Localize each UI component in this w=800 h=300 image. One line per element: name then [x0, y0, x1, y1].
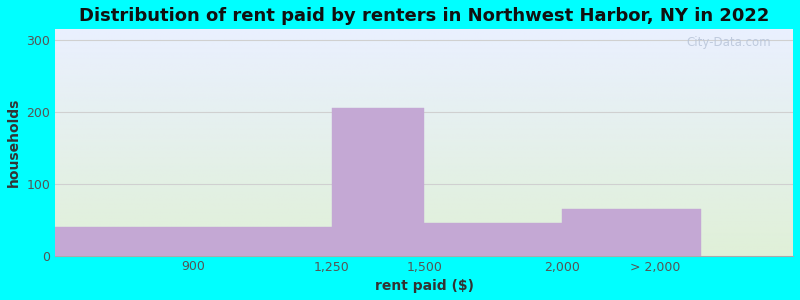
X-axis label: rent paid ($): rent paid ($)	[374, 279, 474, 293]
Bar	[562, 209, 701, 256]
Title: Distribution of rent paid by renters in Northwest Harbor, NY in 2022: Distribution of rent paid by renters in …	[79, 7, 770, 25]
Text: City-Data.com: City-Data.com	[686, 36, 771, 49]
Y-axis label: households: households	[7, 98, 21, 187]
Bar	[424, 223, 562, 256]
Bar	[332, 108, 424, 256]
Bar	[55, 227, 332, 256]
